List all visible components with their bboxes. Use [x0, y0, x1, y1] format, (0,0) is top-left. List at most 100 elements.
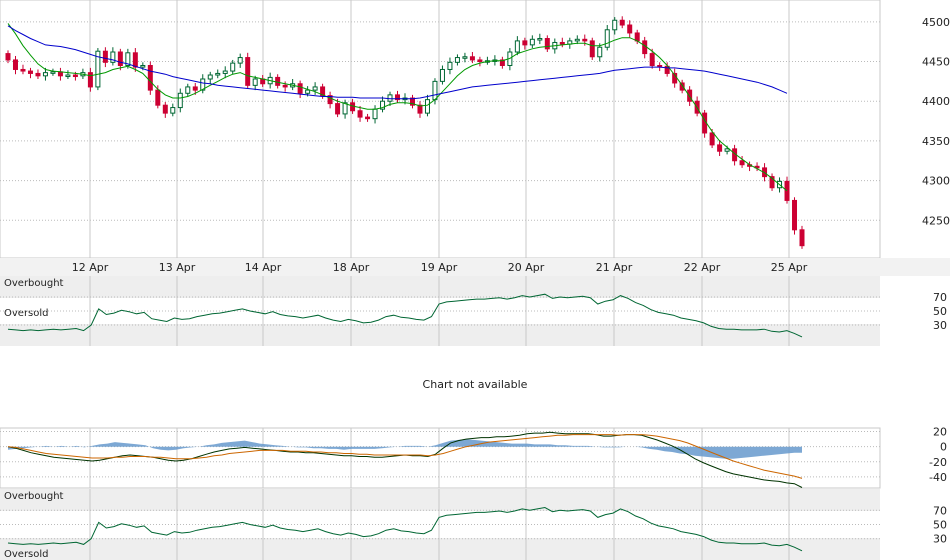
candle-81 — [612, 17, 618, 35]
candle-body-19 — [147, 65, 153, 91]
price-y-ticks: 4250 4300 4350 4400 4450 4500 — [922, 16, 950, 227]
chart-not-available-message: Chart not available — [423, 378, 528, 391]
candle-52 — [395, 90, 401, 103]
candle-33 — [252, 75, 258, 91]
candle-90 — [679, 79, 685, 94]
candle-27 — [207, 71, 213, 84]
candle-body-82 — [619, 19, 625, 26]
candle-72 — [544, 35, 550, 53]
osc1-ytick-label-2: 70 — [933, 291, 947, 304]
candle-23 — [177, 88, 183, 113]
candle-31 — [237, 53, 243, 68]
candle-body-71 — [537, 38, 543, 41]
candle-83 — [627, 20, 633, 38]
candle-body-30 — [230, 62, 236, 72]
candle-body-16 — [125, 52, 131, 66]
candle-63 — [477, 56, 483, 67]
osc3-oversold-zone — [0, 538, 880, 560]
candle-body-96 — [724, 148, 730, 152]
candle-body-27 — [207, 74, 213, 80]
osc1-ytick-label-1: 50 — [933, 305, 947, 318]
price-line-moving-average-short — [7, 23, 788, 192]
candle-body-21 — [162, 104, 168, 114]
candle-body-0 — [5, 53, 11, 61]
candle-body-60 — [454, 57, 460, 63]
osc3-middle-zone — [0, 511, 880, 538]
candle-59 — [447, 57, 453, 75]
osc2-y-ticks: 20 0 -20 -40 — [929, 426, 947, 484]
price-line-moving-average-long — [7, 25, 788, 100]
date-label-8: 25 Apr — [771, 261, 808, 274]
price-ytick-label-2: 4350 — [922, 135, 950, 148]
candle-body-66 — [499, 59, 505, 66]
candle-body-76 — [574, 38, 580, 42]
candle-0 — [5, 50, 11, 64]
candle-body-69 — [522, 40, 528, 46]
osc1-overbought-zone — [0, 276, 880, 298]
candle-71 — [537, 33, 543, 45]
candle-body-25 — [192, 86, 198, 91]
osc1-oversold-zone — [0, 324, 880, 346]
candle-body-48 — [365, 116, 371, 120]
candle-body-12 — [95, 50, 101, 88]
candle-60 — [454, 54, 460, 66]
osc1-middle-zone — [0, 298, 880, 324]
candle-8 — [65, 70, 71, 79]
candle-61 — [462, 52, 468, 63]
candle-body-88 — [664, 65, 670, 74]
osc1-ytick-label-0: 30 — [933, 319, 947, 332]
candle-22 — [170, 103, 176, 117]
candle-body-54 — [409, 97, 415, 106]
candle-19 — [147, 61, 153, 95]
candle-86 — [649, 48, 655, 69]
candle-44 — [335, 98, 341, 118]
candle-39 — [297, 80, 303, 99]
candle-body-33 — [252, 78, 258, 86]
candle-body-40 — [305, 89, 311, 94]
candle-body-72 — [544, 38, 550, 50]
candle-body-44 — [335, 103, 341, 115]
candle-body-47 — [357, 110, 363, 118]
candle-26 — [200, 74, 206, 94]
date-label-7: 22 Apr — [684, 261, 721, 274]
candle-58 — [439, 65, 445, 85]
candle-body-83 — [627, 24, 633, 34]
candle-17 — [132, 48, 138, 72]
candle-4 — [35, 69, 41, 79]
candle-16 — [125, 48, 131, 69]
candle-3 — [27, 67, 33, 79]
date-label-5: 20 Apr — [508, 261, 545, 274]
date-label-2: 14 Apr — [245, 261, 282, 274]
candle-68 — [514, 36, 520, 56]
candle-body-57 — [432, 80, 438, 101]
candle-body-8 — [65, 74, 71, 78]
candle-80 — [604, 25, 610, 51]
osc2-ytick-label-2: -20 — [929, 456, 947, 469]
candle-body-20 — [155, 89, 161, 106]
candle-41 — [312, 82, 318, 95]
candle-body-95 — [717, 144, 723, 152]
price-ytick-label-5: 4500 — [922, 16, 950, 29]
candle-body-9 — [72, 74, 78, 78]
oscillator-2-panel: 20 0 -20 -40 — [0, 426, 947, 489]
candle-body-24 — [185, 86, 191, 94]
candle-55 — [417, 101, 423, 118]
candle-body-49 — [372, 108, 378, 120]
candle-14 — [110, 47, 116, 66]
candle-body-58 — [439, 68, 445, 82]
candle-12 — [95, 48, 101, 91]
candle-50 — [380, 96, 386, 113]
candle-body-11 — [87, 72, 93, 88]
candle-37 — [282, 81, 288, 92]
candle-body-74 — [559, 41, 565, 45]
candle-104 — [784, 176, 790, 204]
candle-body-51 — [387, 94, 393, 102]
date-axis-band — [0, 258, 950, 276]
candle-body-59 — [447, 61, 453, 70]
candle-body-4 — [35, 72, 41, 77]
date-axis: 12 Apr 13 Apr 14 Apr 18 Apr 19 Apr 20 Apr 21 A… — [0, 258, 950, 276]
osc1-grid — [0, 276, 880, 346]
